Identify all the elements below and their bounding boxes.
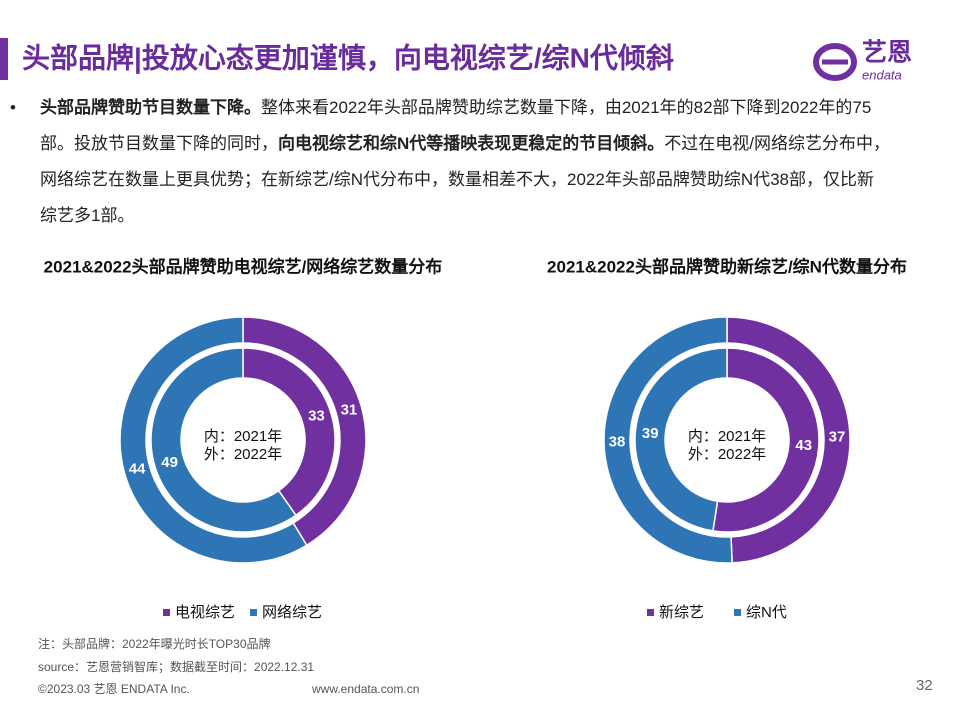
- legend-label: 网络综艺: [262, 604, 322, 621]
- website: www.endata.com.cn: [311, 682, 419, 696]
- donut-segment: [712, 347, 820, 533]
- logo: 艺恩 endata: [813, 39, 912, 82]
- legend-swatch: [163, 609, 170, 616]
- data-label: 31: [341, 401, 358, 418]
- center-label: 外：2022年: [204, 446, 282, 463]
- data-label: 43: [795, 437, 812, 454]
- data-label: 44: [129, 461, 146, 478]
- body-text: 头部品牌赞助节目数量下降。整体来看2022年头部品牌赞助综艺数量下降，由2021…: [40, 90, 890, 234]
- legend-swatch: [734, 609, 741, 616]
- page-number: 32: [916, 677, 933, 694]
- center-label: 内：2021年: [688, 428, 766, 445]
- donut-segment: [119, 316, 308, 564]
- donut-segment: [634, 347, 728, 532]
- body-segment: 不过在电视/网络综艺分布中，网络综艺在数量上更具优势；在新综艺/综N代分布中，数…: [40, 134, 891, 225]
- copyright: ©2023.03 艺恩 ENDATA Inc.: [38, 682, 190, 696]
- title-bar: [0, 38, 8, 80]
- body-segment: 整体来看2022年头部品牌赞助综艺数量下降，由2021年的82部下降到2022年…: [40, 98, 872, 153]
- donut-segment: [726, 316, 851, 564]
- footer: 注：头部品牌：2022年曝光时长TOP30品牌 source：艺恩营销智库；数据…: [38, 636, 933, 696]
- source: source：艺恩营销智库；数据截至时间：2022.12.31: [38, 659, 314, 674]
- note: 注：头部品牌：2022年曝光时长TOP30品牌: [38, 636, 271, 651]
- data-label: 33: [308, 408, 325, 425]
- donut-segment: [242, 347, 336, 517]
- legend-swatch: [647, 609, 654, 616]
- donut-segment: [603, 316, 733, 564]
- chart-title: 2021&2022头部品牌赞助电视综艺/网络综艺数量分布: [44, 256, 443, 276]
- center-label: 内：2021年: [204, 428, 282, 445]
- logo-sub: endata: [862, 67, 902, 82]
- legend-label: 综N代: [746, 604, 787, 621]
- logo-text: 艺恩: [862, 39, 912, 67]
- center-label: 外：2022年: [688, 446, 766, 463]
- logo-icon: [813, 43, 857, 81]
- legend-label: 新综艺: [659, 604, 704, 621]
- legend-label: 电视综艺: [175, 604, 235, 621]
- body-segment: 向电视综艺和综N代等播映表现更稳定的节目倾斜。: [278, 134, 665, 153]
- slide-title: 头部品牌|投放心态更加谨慎，向电视综艺/综N代倾斜: [22, 41, 674, 73]
- bullet: •: [10, 98, 16, 117]
- data-label: 38: [609, 433, 626, 450]
- data-label: 39: [642, 425, 659, 442]
- chart-title: 2021&2022头部品牌赞助新综艺/综N代数量分布: [547, 256, 907, 276]
- legend-swatch: [250, 609, 257, 616]
- data-label: 49: [161, 454, 178, 471]
- data-label: 37: [829, 429, 846, 446]
- donut-segment: [150, 347, 297, 533]
- body-segment: 头部品牌赞助节目数量下降。: [40, 98, 261, 117]
